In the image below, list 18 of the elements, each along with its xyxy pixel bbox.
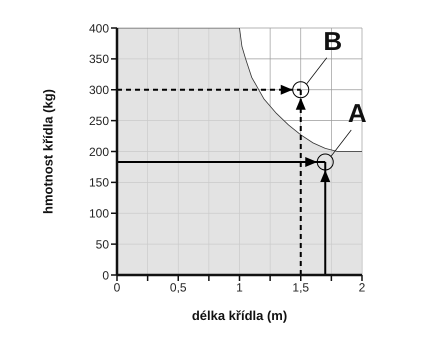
y-tick-label: 300 [88,83,110,98]
x-tick-label: 1 [236,280,244,295]
annotation: A [348,98,367,128]
x-tick-label: 2 [358,280,366,295]
x-axis-title: délka křídla (m) [192,308,288,323]
y-tick-label: 50 [96,237,110,252]
y-tick-label: 250 [88,114,110,128]
y-tick-label: 350 [88,52,110,66]
y-axis-title: hmotnost křídla (kg) [40,89,56,214]
y-tick-label: 400 [88,21,110,36]
y-tick-label: 100 [88,206,110,221]
x-tick-label: 1,5 [292,280,310,295]
x-tick-label: 0,5 [170,280,187,295]
y-tick-label: 0 [102,268,110,282]
y-tick-label: 150 [88,176,110,190]
y-tick-label: 200 [88,144,110,159]
x-tick-label: 0 [114,280,121,295]
annotation: B [323,26,342,56]
